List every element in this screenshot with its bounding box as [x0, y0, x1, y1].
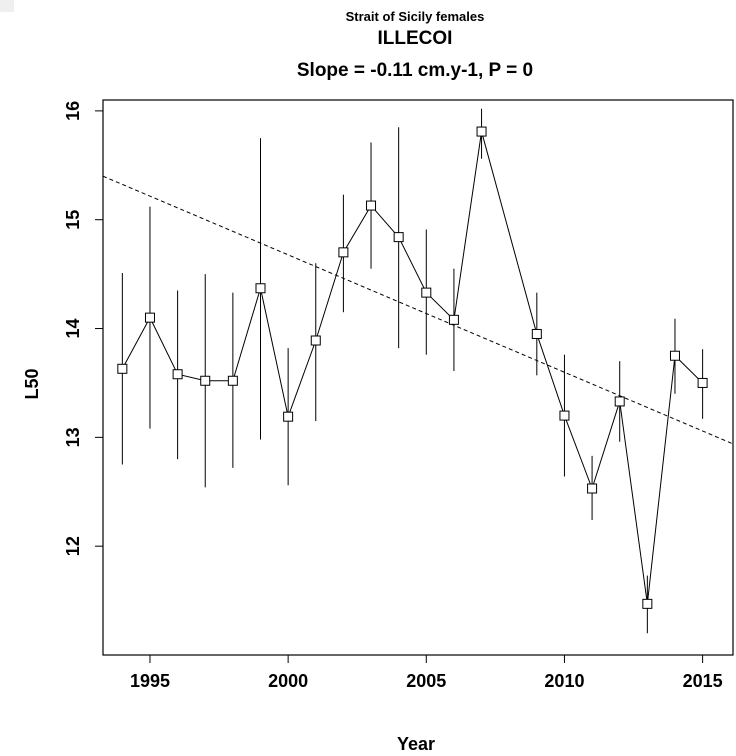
x-tick-label-1: 2000	[268, 671, 308, 691]
data-point-2005	[421, 287, 432, 298]
data-point-2002	[338, 247, 349, 258]
x-tick-label-0: 1995	[130, 671, 170, 691]
data-point-1997	[200, 375, 211, 386]
data-point-2001	[310, 335, 321, 346]
data-point-1996	[172, 369, 183, 380]
data-point-2009	[531, 328, 542, 339]
data-point-2003	[366, 200, 377, 211]
x-axis-label: Year	[397, 734, 435, 754]
data-point-2014	[669, 350, 680, 361]
x-tick-label-4: 2015	[683, 671, 723, 691]
data-point-1999	[255, 283, 266, 294]
plot-frame	[102, 99, 734, 656]
y-tick-label-4: 16	[63, 101, 83, 121]
data-point-2011	[587, 483, 598, 494]
y-axis-label: L50	[22, 368, 42, 399]
y-tick-label-2: 14	[63, 319, 83, 339]
data-point-1998	[227, 375, 238, 386]
data-point-2007	[476, 126, 487, 137]
data-point-2006	[448, 314, 459, 325]
data-point-2013	[642, 598, 653, 609]
y-axis: 12 13 14 15 16	[63, 101, 103, 556]
y-tick-label-3: 15	[63, 210, 83, 230]
data-point-2004	[393, 232, 404, 243]
data-point-2012	[614, 396, 625, 407]
chart-supertitle: Strait of Sicily females	[346, 9, 485, 24]
data-point-2000	[283, 411, 294, 422]
data-point-1995	[144, 312, 155, 323]
y-tick-label-0: 12	[63, 536, 83, 556]
chart-title: ILLECOI	[378, 28, 453, 49]
series-line	[121, 131, 703, 604]
top-left-corner-marker	[0, 0, 14, 12]
y-tick-label-1: 13	[63, 427, 83, 447]
data-point-1994	[117, 363, 128, 374]
x-tick-label-3: 2010	[544, 671, 584, 691]
data-point-2015	[697, 377, 708, 388]
error-bars	[121, 108, 704, 634]
data-points	[117, 126, 708, 609]
x-axis: 1995 2000 2005 2010 2015	[130, 655, 723, 691]
chart-subtitle: Slope = -0.11 cm.y-1, P = 0	[297, 60, 533, 81]
data-point-2010	[559, 410, 570, 421]
x-tick-label-2: 2005	[406, 671, 446, 691]
trend-line	[102, 175, 734, 445]
